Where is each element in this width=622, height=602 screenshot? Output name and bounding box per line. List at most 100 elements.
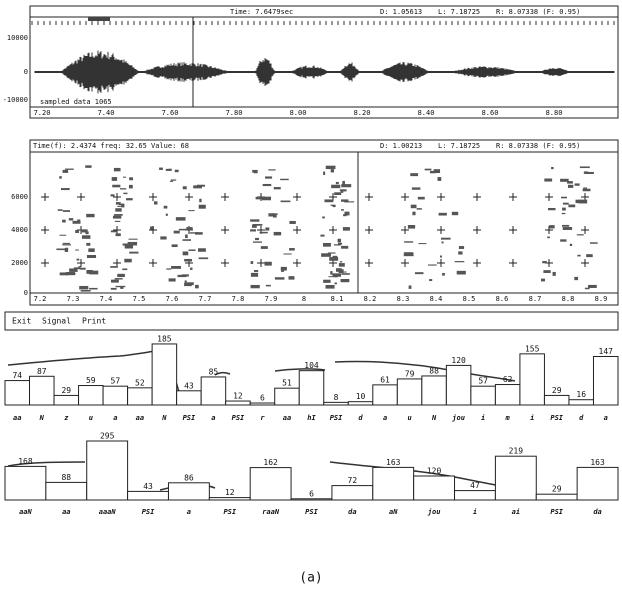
energy-blob <box>329 257 338 261</box>
energy-blob <box>171 179 176 180</box>
energy-blob <box>113 216 121 219</box>
segment-bar <box>152 344 177 405</box>
energy-blob <box>410 173 418 176</box>
energy-blob <box>86 243 90 246</box>
energy-blob <box>334 283 336 285</box>
energy-blob <box>197 185 205 187</box>
x-axis-label: 8.40 <box>418 109 435 117</box>
grid-plus <box>509 193 517 201</box>
grid-plus <box>257 259 265 267</box>
x-axis-label: 8.5 <box>463 295 476 303</box>
energy-blob <box>198 248 206 251</box>
energy-blob <box>341 273 350 275</box>
y-axis-label: 0 <box>24 289 28 297</box>
x-axis-label: 7.3 <box>67 295 80 303</box>
grid-plus <box>581 259 589 267</box>
segment-bar <box>373 385 398 405</box>
energy-blob <box>265 262 272 266</box>
energy-blob <box>112 177 117 181</box>
energy-blob <box>260 232 268 234</box>
energy-blob <box>121 204 124 208</box>
segment-value: 62 <box>503 375 513 384</box>
energy-blob <box>575 183 580 185</box>
segment-label: da <box>593 508 601 516</box>
segment-label: PSI <box>223 508 236 516</box>
x-axis-label: 8.7 <box>529 295 542 303</box>
segment-value: 88 <box>429 366 439 375</box>
energy-blob <box>551 167 554 169</box>
segment-value: 12 <box>225 488 235 497</box>
y-axis-label: 4000 <box>11 226 28 234</box>
segment-value: 57 <box>111 377 121 386</box>
segment-value: 120 <box>427 467 442 476</box>
menu-print[interactable]: Print <box>82 317 106 326</box>
energy-blob <box>328 252 336 253</box>
energy-blob <box>65 248 68 251</box>
segment-bar <box>569 400 594 405</box>
energy-blob <box>256 197 263 199</box>
energy-blob <box>418 197 425 200</box>
time-readout: Time(f): 2.4374 freq: 32.65 Value: 68 <box>33 142 189 150</box>
energy-blob <box>252 170 257 173</box>
energy-blob <box>60 272 69 275</box>
energy-blob <box>429 279 432 281</box>
segment-label: a <box>187 508 191 516</box>
segment-label: PSI <box>550 414 563 422</box>
x-axis-label: 7.5 <box>133 295 146 303</box>
energy-blob <box>61 188 70 190</box>
grid-plus <box>185 193 193 201</box>
x-axis-label: 8.3 <box>397 295 410 303</box>
x-axis-label: 7.60 <box>162 109 179 117</box>
segment-value: 61 <box>380 375 390 384</box>
energy-blob <box>82 235 90 239</box>
energy-blob <box>150 226 154 229</box>
energy-blob <box>568 205 575 208</box>
energy-blob <box>125 245 133 248</box>
grid-plus <box>473 259 481 267</box>
segment-bar <box>422 376 447 405</box>
segment-bar <box>536 494 577 500</box>
energy-blob <box>62 220 66 223</box>
energy-blob <box>250 229 256 231</box>
x-axis-label: 7.8 <box>232 295 245 303</box>
x-axis-label: 8.1 <box>331 295 344 303</box>
energy-blob <box>124 259 131 263</box>
segment-value: 104 <box>304 361 319 370</box>
energy-blob <box>174 231 180 234</box>
segment-label: i <box>481 414 485 422</box>
energy-blob <box>183 252 189 256</box>
energy-blob <box>63 243 70 244</box>
y-axis-label: 10000 <box>7 34 28 42</box>
scroll-thumb <box>88 17 110 21</box>
energy-blob <box>166 169 172 171</box>
energy-blob <box>341 246 348 249</box>
segment-label: r <box>260 414 265 422</box>
segment-label: PSI <box>232 414 245 422</box>
energy-blob <box>563 227 572 230</box>
energy-blob <box>185 235 188 239</box>
energy-blob <box>404 253 414 257</box>
x-axis-label: 8.6 <box>496 295 509 303</box>
energy-blob <box>457 271 466 275</box>
segment-bar <box>455 491 496 500</box>
energy-blob <box>430 171 436 173</box>
energy-blob <box>170 181 173 182</box>
menu-exit[interactable]: Exit <box>12 317 31 326</box>
segment-bar <box>446 365 471 405</box>
energy-blob <box>166 268 171 269</box>
menu-signal[interactable]: Signal <box>42 317 71 326</box>
segment-label: jou <box>451 414 465 422</box>
energy-blob <box>438 177 442 181</box>
segment-value: 12 <box>233 392 243 401</box>
energy-blob <box>326 166 336 169</box>
right-readout: R: 8.07338 (F: 0.95) <box>496 142 580 150</box>
segment-bar <box>250 468 291 500</box>
segment-bar <box>291 499 332 500</box>
segment-label: m <box>505 414 511 422</box>
grid-plus <box>221 193 229 201</box>
energy-blob <box>85 165 91 167</box>
energy-blob <box>275 277 285 279</box>
time-readout: Time: 7.6479sec <box>230 8 293 16</box>
energy-blob <box>254 270 258 272</box>
energy-blob <box>63 210 70 212</box>
